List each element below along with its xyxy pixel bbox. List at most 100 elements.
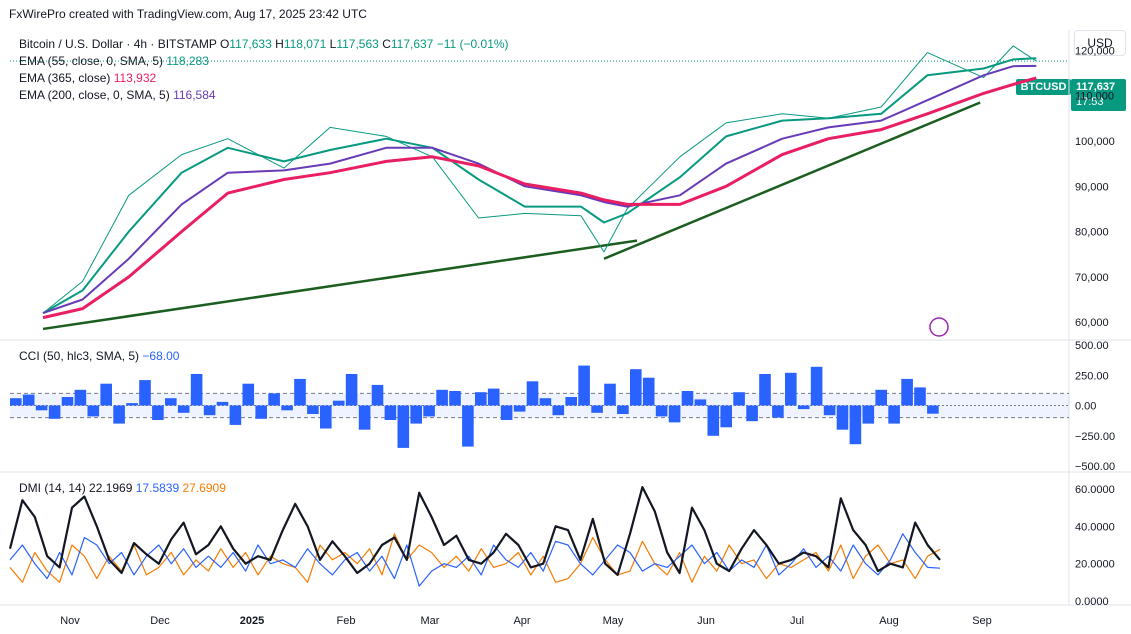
dmi-line-di [9,533,941,587]
last-price-value: 117,637 [1076,81,1116,93]
countdown-value: 17:53 [1076,96,1104,108]
cci-bar [22,394,35,406]
cci-bar [294,378,306,406]
ema365-value: 113,932 [113,71,157,85]
time-tick-label: Mar [421,615,440,627]
cci-bar [307,405,319,414]
cci-bar [539,398,552,406]
cci-bar [862,405,875,424]
cci-bar [462,405,474,447]
cci-bar [927,405,939,414]
dmi-minus-value: 27.6909 [182,481,226,495]
dmi-tick-label: 20.0000 [1075,559,1115,571]
cci-bar [397,405,410,448]
cci-bar [320,405,332,429]
cci-tick-label: 500.00 [1075,340,1109,352]
cci-bar [681,391,694,406]
cci-bar [565,397,577,406]
cci-bar [655,405,668,417]
chart-credit: FxWirePro created with TradingView.com, … [9,7,367,21]
dmi-legend[interactable]: DMI (14, 14) 22.1969 17.5839 27.6909 [19,481,226,495]
cci-bar [694,399,707,406]
ema200-legend[interactable]: EMA (200, close, 0, SMA, 5) 116,584 [19,87,509,104]
cci-bar [578,365,590,406]
cci-bar [203,405,216,416]
series-line-ema-365 [42,76,1037,320]
cci-bar [526,381,539,406]
cci-bar [384,405,397,420]
time-tick-label: Sep [972,615,992,627]
high-label: H [275,37,284,51]
dmi-plus-value: 17.5839 [135,481,180,495]
cci-tick-label: 0.00 [1075,401,1096,413]
series-line-ema-55 [42,57,1037,314]
cci-bar [74,389,87,406]
open-label: O [219,37,230,51]
cci-bar [785,372,797,406]
close-value: 117,637 [390,37,434,51]
cci-bar [875,389,887,406]
cci-bar [177,405,190,413]
legend-panel: Bitcoin / U.S. Dollar · 4h · BITSTAMP O1… [19,36,509,104]
cci-bar [190,374,203,406]
cci-bar [591,405,603,413]
cci-bar [836,405,849,430]
price-tick-label: 100,000 [1075,136,1115,148]
cci-bar [513,405,526,412]
cci-bar [604,383,616,406]
dmi-adx-value: 22.1969 [89,481,133,495]
cci-bar [216,401,229,406]
cci-bar [35,405,48,411]
cci-bar [449,391,461,406]
dmi-line-adx [8,486,941,577]
dmi-tick-label: 60.0000 [1075,484,1115,496]
ema200-value: 116,584 [173,88,216,102]
ema200-label: EMA (200, close, 0, SMA, 5) [19,88,170,102]
cci-bar [668,405,681,423]
dmi-tick-label: 40.0000 [1075,521,1115,533]
change-value: −11 (−0.01%) [436,37,509,51]
cci-bar [87,405,100,417]
cci-bar [617,405,629,414]
high-value: 118,071 [283,37,327,51]
symbol-title: Bitcoin / U.S. Dollar · 4h · BITSTAMP [19,37,217,51]
cci-bar [410,405,422,424]
lightning-icon [929,317,949,337]
cci-bar [10,398,22,406]
series-line-ema-200 [42,64,1037,315]
cci-bar [61,397,74,406]
cci-bar [423,405,435,417]
cci-bar [229,405,242,425]
cci-bar [901,378,913,406]
cci-bar [152,405,164,420]
ema365-label: EMA (365, close) [19,71,111,85]
cci-bar [797,405,810,410]
price-tick-label: 120,000 [1075,45,1115,57]
cci-bar [630,369,642,406]
cci-bar [810,366,823,406]
price-tick-label: 60,000 [1075,317,1109,329]
last-price-badge: 117,637 17:53 [1071,79,1126,111]
cci-bar [268,393,280,406]
cci-bar [914,387,926,406]
price-tick-label: 80,000 [1075,227,1109,239]
cci-bar [733,392,745,406]
symbol-row[interactable]: Bitcoin / U.S. Dollar · 4h · BITSTAMP O1… [19,36,509,53]
cci-bar [371,384,384,406]
time-tick-label: May [603,615,624,627]
ticker-badge: BTCUSD [1016,79,1071,95]
cci-bar [436,389,448,406]
price-tick-label: 90,000 [1075,181,1109,193]
time-tick-label: Jun [697,615,715,627]
cci-bar [849,405,862,445]
close-label: C [382,37,391,51]
series-line-btcusd [42,45,1037,314]
cci-tick-label: 250.00 [1075,370,1109,382]
cci-bar [139,380,151,406]
ema365-legend[interactable]: EMA (365, close) 113,932 [19,70,509,87]
currency-button[interactable]: USD [1074,30,1126,56]
open-value: 117,633 [229,37,272,51]
cci-legend[interactable]: CCI (50, hlc3, SMA, 5) −68.00 [19,349,179,363]
time-tick-label: Dec [150,615,170,627]
